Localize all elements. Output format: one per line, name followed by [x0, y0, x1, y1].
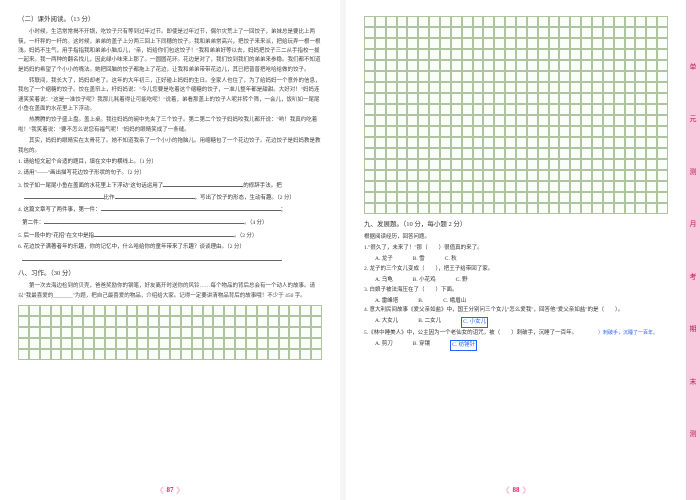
writing-grid-right[interactable] — [364, 16, 668, 214]
dq1: 1."很久了，未来了！"那（ ）很值真的来了。 — [364, 244, 668, 254]
tab-2: 元 — [688, 115, 698, 122]
dq1-opts: A. 龙子B. 雪C. 秋 — [375, 255, 668, 264]
dq3-opts: A. 雷峰塔B. C. 峨眉山 — [375, 297, 668, 306]
page-number-right: 88 — [505, 485, 527, 496]
q2: 2. 请用"——"画出描写花边饺子形状的句子。（2 分） — [18, 169, 322, 179]
dq4: 4. 意大利民间故事《爱父亲如盐》中，国王分别问三个女儿"怎么爱我"，回答他"爱… — [364, 306, 668, 316]
dev-section-header: 九、发展题。（10 分，每小题 2 分） — [364, 220, 668, 230]
q3: 3. 饺子如一尾尾小鱼在盖面的水花里上下浮动"这句话运用了的修辞手法。把 比作，… — [18, 180, 322, 204]
tab-8: 测 — [688, 430, 698, 437]
annotation-q5-end: C. 纺锤针 — [450, 340, 477, 351]
right-page: 九、发展题。（10 分，每小题 2 分） 根据阅读经历，回答问题。 1."很久了… — [346, 0, 686, 500]
tab-3: 测 — [688, 168, 698, 175]
writing-grid-left[interactable] — [18, 305, 322, 360]
writing-prompt: 第一次去海边检到的贝壳，爸爸奖励你的钢笔，好友离开时送你的风铃……每个物品的背后… — [18, 282, 322, 301]
tab-4: 月 — [688, 220, 698, 227]
page-number-left: 87 — [159, 485, 181, 496]
tab-1: 单 — [688, 63, 698, 70]
annotation-q4: C. 小女儿 — [461, 317, 488, 328]
dq3: 3. 白娘子被法海压在了（ ）下面。 — [364, 286, 668, 296]
tab-7: 末 — [688, 378, 698, 385]
passage-p1: 小时候，生活常常揭不开锅，吃饺子只有等到过年过节。即使是过年过节，偶尔灾荒上了一… — [18, 28, 322, 75]
dq4-opts: A. 大女儿B. 二女儿C. 小女儿 — [375, 317, 668, 328]
dq5-opts: A. 剪刀B. 穿镶C. 纺锤针 — [375, 340, 668, 351]
passage-p2: 转联间，我长大了，妈妈却老了。这年的大年初三，正好碰上妈妈的生日。全家人也住了，… — [18, 77, 322, 114]
q4: 4. 这篇文章写了两件事，第一件：； — [18, 204, 322, 216]
reading-section-header: （二）课外阅读。（13 分） — [18, 15, 322, 25]
dq2: 2. 龙子的三个女儿变成（ ），把王子给带回了家。 — [364, 265, 668, 275]
side-tab: 单 元 测 月 考 期 末 测 — [686, 0, 700, 500]
dev-intro: 根据阅读经历，回答问题。 — [364, 233, 668, 243]
dq5: 5.《林中睡美人》中，公主因为一个老仙女的诅咒，被（ ）刺破手，沉睡了一百年。 … — [364, 329, 668, 339]
passage-p3: 热腾腾的饺子盛上盘。盖上桌。我往妈妈的碗中先夹了三个饺子。第二第二个饺子妈妈咬我… — [18, 116, 322, 135]
tab-5: 考 — [688, 273, 698, 280]
passage-block: 小时候，生活常常揭不开锅，吃饺子只有等到过年过节。即使是过年过节，偶尔灾荒上了一… — [18, 28, 322, 155]
dq2-opts: A. 乌龟B. 小花鸡C. 野 — [375, 276, 668, 285]
questions-block: 1. 请给短文起个合适的题目，填在文中的横线上。（1 分） 2. 请用"——"画… — [18, 158, 322, 266]
q6: 6. 花边饺子满著者年的乐趣，你的记忆中，什么哈给你的童年带来了乐趣？谈谈理由。… — [18, 243, 322, 253]
q1: 1. 请给短文起个合适的题目，填在文中的横线上。（1 分） — [18, 158, 322, 168]
tab-6: 期 — [688, 325, 698, 332]
annotation-q5-mid: ）刺破手，沉睡了一百年。 — [598, 329, 658, 338]
q5: 5. 后一段中的"花招"在文中是指。（2 分） — [18, 230, 322, 242]
q4b: 第二件：。（4 分） — [18, 217, 322, 229]
passage-p4: 其实，妈妈的眼睛实在太骨花了。她不知道我亲了一个小小的拖脑儿。用缩糖包了一个花边… — [18, 137, 322, 156]
writing-header: 八、习作。（30 分） — [18, 269, 322, 279]
left-page: （二）课外阅读。（13 分） 小时候，生活常常揭不开锅，吃饺子只有等到过年过节。… — [0, 0, 340, 500]
